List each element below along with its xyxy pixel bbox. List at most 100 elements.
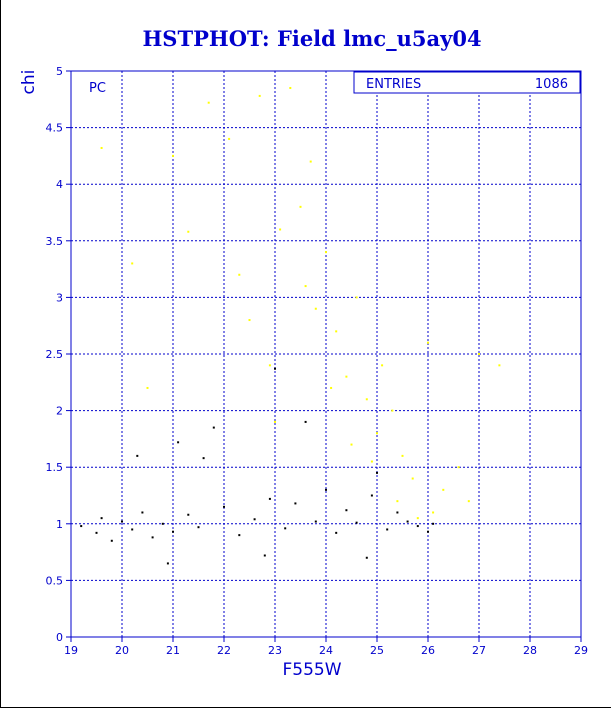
x-tick-label: 27 bbox=[472, 644, 486, 657]
data-point bbox=[381, 364, 384, 367]
data-point bbox=[406, 520, 409, 523]
data-point bbox=[274, 367, 276, 370]
data-point bbox=[432, 511, 435, 514]
data-point bbox=[274, 420, 276, 423]
data-point bbox=[427, 530, 429, 533]
data-point bbox=[304, 285, 307, 288]
y-tick-label: 1 bbox=[56, 518, 63, 531]
data-point bbox=[427, 341, 429, 344]
y-tick-label: 4.5 bbox=[46, 122, 64, 135]
x-tick-label: 21 bbox=[166, 644, 180, 657]
data-point bbox=[151, 536, 154, 539]
data-point bbox=[391, 409, 394, 412]
x-tick-label: 26 bbox=[421, 644, 435, 657]
data-point bbox=[467, 500, 470, 503]
data-point bbox=[95, 531, 98, 534]
data-point bbox=[314, 520, 317, 523]
data-point bbox=[396, 511, 399, 514]
data-point bbox=[401, 454, 404, 457]
data-point bbox=[376, 432, 378, 435]
data-point bbox=[80, 525, 83, 528]
x-tick-label: 23 bbox=[268, 644, 282, 657]
data-point bbox=[345, 375, 348, 378]
data-point bbox=[314, 307, 317, 310]
tick-labels: 19 20 21 22 23 24 25 26 27 28 29 0 0.5 1 1.5 2 2.5 3 3.5 4 4… bbox=[46, 65, 589, 657]
y-tick-label: 2 bbox=[56, 405, 63, 418]
data-point bbox=[416, 525, 419, 528]
data-point bbox=[131, 262, 134, 265]
panel-label: PC bbox=[89, 81, 106, 96]
data-point bbox=[416, 517, 419, 520]
chart-title: HSTPHOT: Field lmc_u5ay04 bbox=[142, 26, 481, 51]
data-point bbox=[238, 273, 241, 276]
y-tick-label: 1.5 bbox=[46, 461, 64, 474]
data-point bbox=[141, 511, 144, 514]
data-point bbox=[166, 562, 169, 565]
data-point bbox=[161, 522, 164, 525]
data-point bbox=[202, 457, 205, 460]
data-point bbox=[350, 443, 353, 446]
data-point bbox=[345, 509, 348, 512]
stats-box bbox=[353, 71, 581, 94]
y-axis-label: chi bbox=[19, 70, 39, 95]
data-point bbox=[258, 94, 261, 97]
x-tick-label: 29 bbox=[574, 644, 588, 657]
x-tick-label: 20 bbox=[115, 644, 129, 657]
data-point bbox=[355, 296, 358, 299]
data-point bbox=[187, 513, 190, 516]
data-point bbox=[294, 502, 297, 505]
plot-area-border bbox=[70, 70, 582, 638]
y-tick-label: 0 bbox=[56, 631, 63, 644]
data-point bbox=[223, 505, 225, 508]
data-point bbox=[309, 160, 312, 163]
data-point bbox=[457, 466, 460, 469]
x-tick-label: 19 bbox=[64, 644, 78, 657]
data-point bbox=[442, 488, 445, 491]
data-point bbox=[268, 364, 271, 367]
data-point bbox=[100, 146, 103, 149]
data-point bbox=[248, 319, 251, 322]
data-point bbox=[335, 531, 338, 534]
y-tick-label: 3 bbox=[56, 291, 63, 304]
x-tick-label: 28 bbox=[523, 644, 537, 657]
data-point bbox=[146, 386, 149, 389]
data-point bbox=[110, 539, 113, 542]
data-point bbox=[396, 500, 399, 503]
data-point bbox=[263, 554, 266, 557]
data-points bbox=[80, 86, 501, 565]
data-point bbox=[478, 353, 480, 355]
data-point bbox=[365, 556, 368, 559]
data-point bbox=[279, 228, 282, 231]
data-point bbox=[325, 488, 327, 491]
data-point bbox=[177, 441, 180, 444]
data-point bbox=[335, 330, 338, 333]
x-tick-label: 24 bbox=[319, 644, 333, 657]
data-point bbox=[376, 471, 378, 474]
data-point bbox=[131, 528, 134, 531]
data-point bbox=[370, 460, 373, 463]
x-tick-label: 25 bbox=[370, 644, 384, 657]
data-point bbox=[289, 86, 292, 89]
data-point bbox=[172, 154, 174, 157]
y-tick-label: 3.5 bbox=[46, 235, 64, 248]
data-point bbox=[268, 497, 271, 500]
data-point bbox=[207, 101, 210, 104]
data-point bbox=[370, 494, 373, 497]
data-point bbox=[325, 251, 327, 254]
x-tick-label: 22 bbox=[217, 644, 231, 657]
data-point bbox=[386, 528, 389, 531]
data-point bbox=[498, 364, 501, 367]
data-point bbox=[121, 520, 123, 523]
data-point bbox=[100, 517, 103, 520]
data-point bbox=[432, 522, 435, 525]
x-axis-label: F555W bbox=[282, 660, 341, 680]
data-point bbox=[253, 518, 256, 521]
data-point bbox=[304, 420, 307, 423]
data-point bbox=[411, 477, 414, 480]
data-point bbox=[355, 521, 358, 524]
y-tick-label: 5 bbox=[56, 65, 63, 78]
y-tick-label: 0.5 bbox=[46, 574, 64, 587]
stats-label: ENTRIES bbox=[366, 77, 421, 92]
